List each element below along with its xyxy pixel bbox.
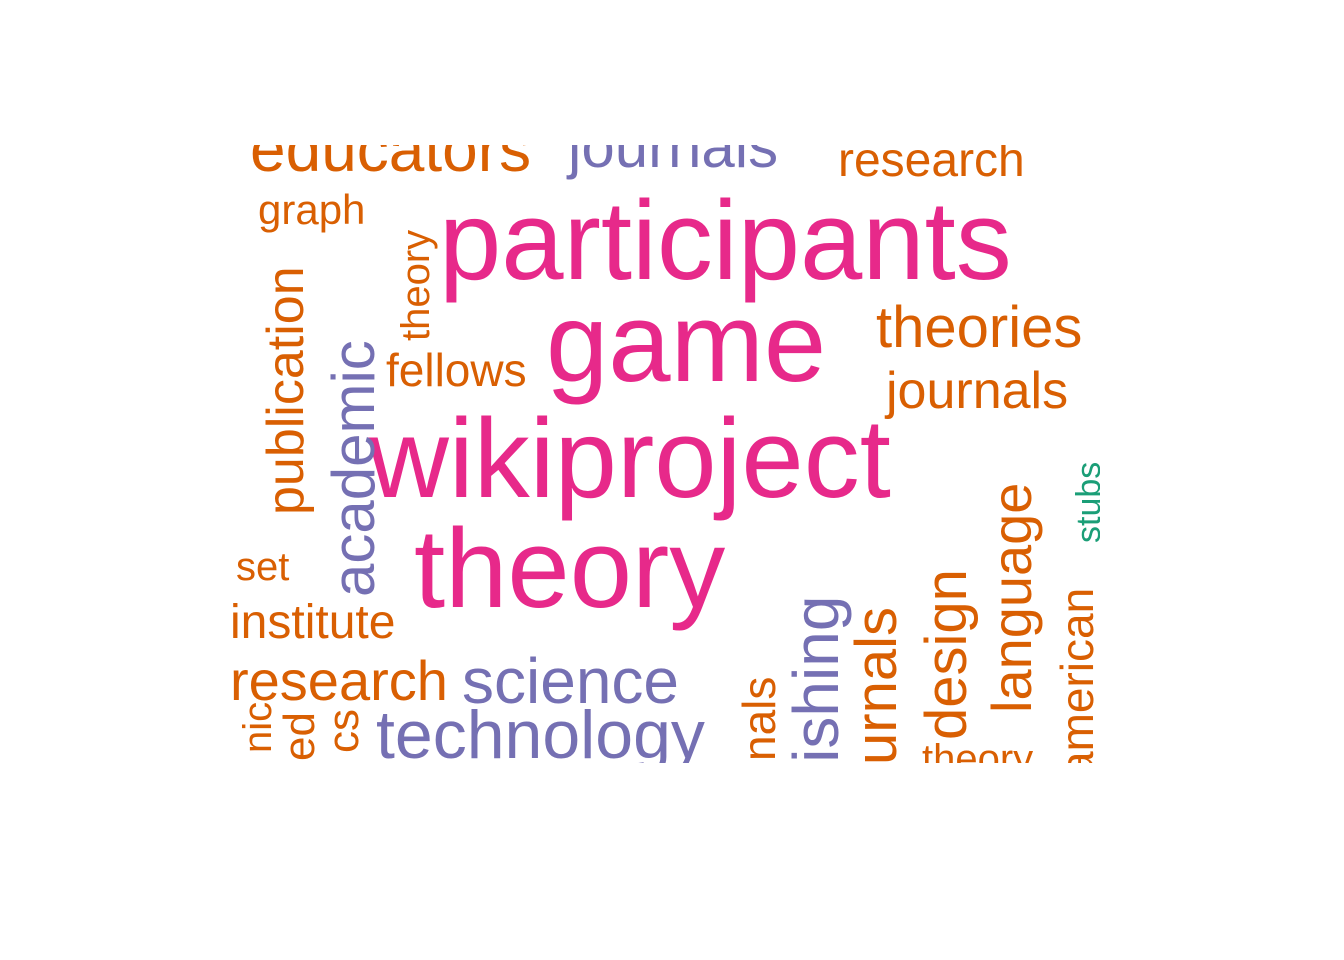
word-academic: academic [320,340,387,597]
word-theory-vertical: theory [394,229,438,341]
word-fellows: fellows [386,344,527,396]
word-set: set [236,545,290,589]
word-publication: publication [257,266,315,515]
word-research-bottom: research [230,649,448,712]
word-wikiproject: wikiproject [368,396,891,521]
word-language: language [980,482,1043,713]
word-journals-top: journals [568,145,779,180]
word-theories: theories [876,295,1083,360]
word-nic: nic [236,701,280,753]
word-cs: cs [319,709,368,753]
word-urnals: urnals [844,607,909,763]
word-game: game [546,280,827,405]
word-lishing: lishing [780,595,852,763]
word-technology: technology [376,697,705,763]
word-ed: ed [275,712,324,761]
word-participants: participants [439,178,1012,303]
word-journals-mid: journals [886,362,1069,420]
word-science: science [462,645,679,717]
word-graph: graph [258,186,366,233]
word-nals: nals [733,676,785,761]
word-theory-large: theory [414,506,726,631]
word-research-top: research [838,145,1025,187]
word-theory-bottom: theory [922,737,1034,763]
word-american: american [1051,587,1100,763]
word-cloud-area: participants game wikiproject theory edu… [228,145,1100,763]
word-design: design [914,569,979,740]
word-institute: institute [230,596,396,649]
word-stubs: stubs [1070,461,1100,543]
word-educators: educators [250,145,532,185]
